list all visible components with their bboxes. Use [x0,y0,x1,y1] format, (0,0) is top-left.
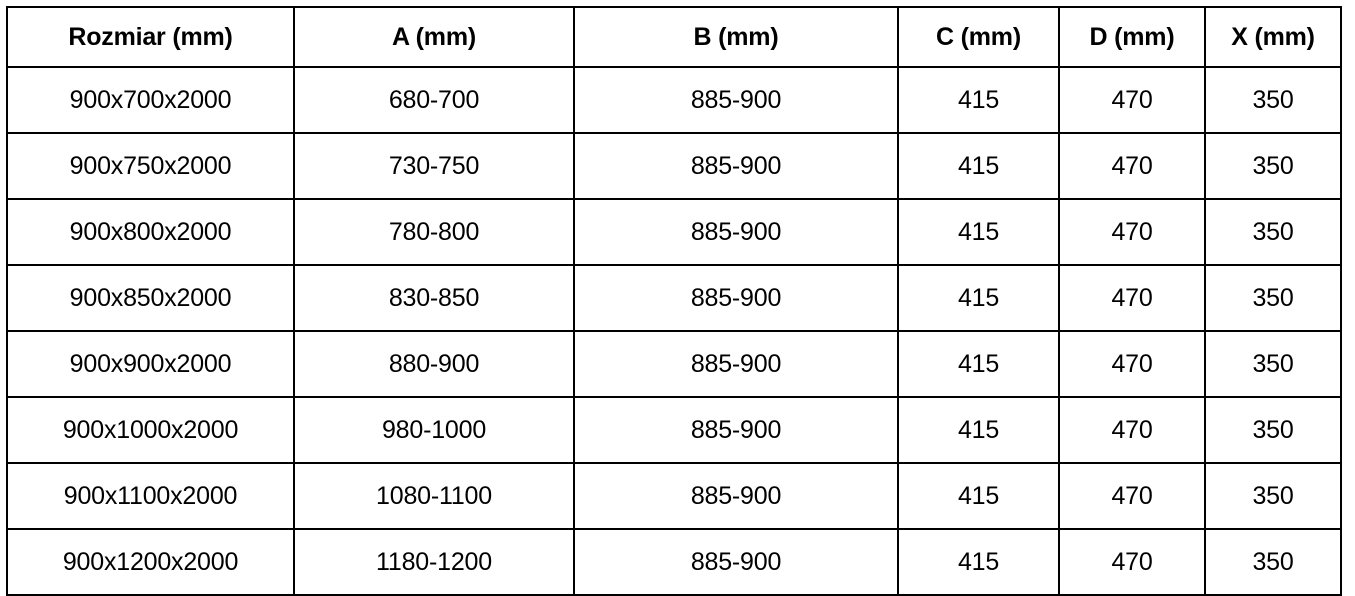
cell-x: 350 [1204,396,1342,464]
cell-size: 900x700x2000 [6,66,295,134]
column-header-x: X (mm) [1204,6,1342,68]
dimensions-table: Rozmiar (mm) A (mm) B (mm) C (mm) D (mm)… [6,6,1342,596]
table-row: 900x1200x2000 1180-1200 885-900 415 470 … [6,528,1342,596]
cell-c: 415 [897,264,1060,332]
cell-c: 415 [897,198,1060,266]
cell-size: 900x1100x2000 [6,462,295,530]
cell-size: 900x1200x2000 [6,528,295,596]
cell-d: 470 [1058,330,1206,398]
cell-c: 415 [897,330,1060,398]
cell-d: 470 [1058,528,1206,596]
cell-x: 350 [1204,198,1342,266]
cell-d: 470 [1058,264,1206,332]
table-row: 900x900x2000 880-900 885-900 415 470 350 [6,330,1342,398]
cell-a: 680-700 [293,66,575,134]
table-row: 900x800x2000 780-800 885-900 415 470 350 [6,198,1342,266]
cell-x: 350 [1204,330,1342,398]
table-row: 900x850x2000 830-850 885-900 415 470 350 [6,264,1342,332]
cell-a: 830-850 [293,264,575,332]
cell-d: 470 [1058,396,1206,464]
cell-a: 980-1000 [293,396,575,464]
cell-a: 1080-1100 [293,462,575,530]
cell-d: 470 [1058,462,1206,530]
cell-b: 885-900 [573,462,899,530]
cell-c: 415 [897,132,1060,200]
cell-x: 350 [1204,528,1342,596]
cell-d: 470 [1058,132,1206,200]
cell-b: 885-900 [573,66,899,134]
cell-c: 415 [897,528,1060,596]
cell-size: 900x850x2000 [6,264,295,332]
cell-b: 885-900 [573,528,899,596]
cell-a: 880-900 [293,330,575,398]
column-header-size: Rozmiar (mm) [6,6,295,68]
cell-size: 900x800x2000 [6,198,295,266]
column-header-c: C (mm) [897,6,1060,68]
column-header-b: B (mm) [573,6,899,68]
cell-b: 885-900 [573,198,899,266]
table-row: 900x1100x2000 1080-1100 885-900 415 470 … [6,462,1342,530]
cell-c: 415 [897,396,1060,464]
cell-a: 730-750 [293,132,575,200]
table-body: 900x700x2000 680-700 885-900 415 470 350… [6,66,1342,596]
cell-size: 900x750x2000 [6,132,295,200]
column-header-a: A (mm) [293,6,575,68]
table-header: Rozmiar (mm) A (mm) B (mm) C (mm) D (mm)… [6,6,1342,68]
cell-b: 885-900 [573,264,899,332]
cell-x: 350 [1204,462,1342,530]
cell-size: 900x900x2000 [6,330,295,398]
column-header-d: D (mm) [1058,6,1206,68]
cell-b: 885-900 [573,330,899,398]
cell-x: 350 [1204,132,1342,200]
cell-a: 780-800 [293,198,575,266]
cell-d: 470 [1058,198,1206,266]
cell-x: 350 [1204,66,1342,134]
cell-c: 415 [897,462,1060,530]
table-row: 900x750x2000 730-750 885-900 415 470 350 [6,132,1342,200]
table-header-row: Rozmiar (mm) A (mm) B (mm) C (mm) D (mm)… [6,6,1342,68]
cell-b: 885-900 [573,132,899,200]
cell-a: 1180-1200 [293,528,575,596]
cell-c: 415 [897,66,1060,134]
cell-d: 470 [1058,66,1206,134]
cell-b: 885-900 [573,396,899,464]
cell-size: 900x1000x2000 [6,396,295,464]
table-row: 900x700x2000 680-700 885-900 415 470 350 [6,66,1342,134]
table-row: 900x1000x2000 980-1000 885-900 415 470 3… [6,396,1342,464]
cell-x: 350 [1204,264,1342,332]
